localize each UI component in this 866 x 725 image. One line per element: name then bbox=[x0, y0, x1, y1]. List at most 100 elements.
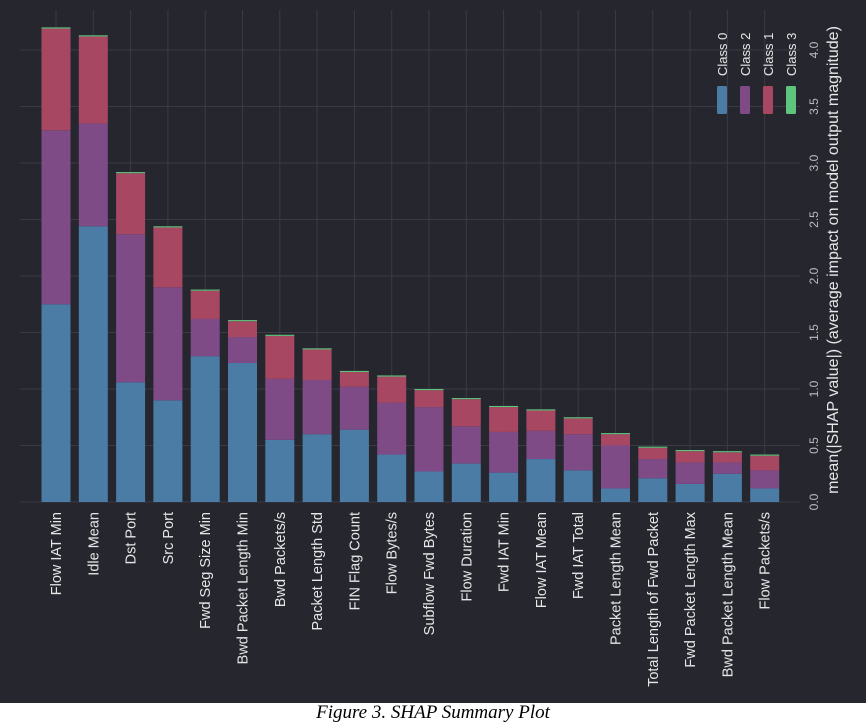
value-axis-ticks: 0.0 0.5 1.0 1.5 2.0 2.5 3.0 3.5 4.0 bbox=[807, 41, 821, 510]
category-label: Src Port bbox=[161, 512, 177, 564]
bar-segment-class-2 bbox=[377, 402, 407, 455]
bar-segment-class-0 bbox=[339, 429, 369, 502]
bar-segment-class-2 bbox=[563, 434, 593, 471]
bar-segment-class-3 bbox=[228, 320, 257, 322]
bar-segment-class-2 bbox=[526, 430, 556, 460]
category-label: Fwd Packet Length Max bbox=[683, 511, 699, 667]
bar-segment-class-1 bbox=[41, 28, 71, 131]
bar-segment-class-2 bbox=[302, 379, 332, 435]
bar-segment-class-2 bbox=[153, 287, 183, 401]
bar-segment-class-0 bbox=[601, 488, 630, 502]
category-label: Flow IAT Mean bbox=[534, 512, 550, 608]
value-tick-label: 4.0 bbox=[807, 41, 821, 58]
bar-segment-class-3 bbox=[116, 172, 146, 174]
figure-caption: Figure 3. SHAP Summary Plot bbox=[316, 702, 550, 723]
bar-segment-class-2 bbox=[750, 470, 780, 489]
legend-swatch bbox=[763, 86, 773, 114]
value-tick-label: 1.0 bbox=[807, 380, 821, 397]
bar-segment-class-0 bbox=[712, 473, 742, 502]
bar-segment-class-3 bbox=[41, 27, 71, 29]
bar-segment-class-3 bbox=[563, 417, 593, 419]
bar-segment-class-2 bbox=[41, 130, 71, 305]
category-label: Flow Duration bbox=[459, 512, 475, 601]
bar-segment-class-3 bbox=[153, 226, 183, 228]
value-tick-label: 0.0 bbox=[807, 493, 821, 510]
bar-stack-area bbox=[41, 27, 780, 502]
bar-segment-class-1 bbox=[190, 290, 220, 319]
legend-swatch bbox=[786, 86, 796, 114]
bar-segment-class-1 bbox=[526, 410, 556, 431]
legend: Class 0 Class 2 Class 1 Class 3 bbox=[715, 33, 799, 114]
bar-segment-class-1 bbox=[489, 407, 519, 432]
bar-segment-class-0 bbox=[638, 478, 668, 502]
legend-label: Class 1 bbox=[761, 33, 776, 76]
bar-segment-class-1 bbox=[414, 390, 444, 408]
bar-segment-class-0 bbox=[78, 226, 108, 502]
bar-segment-class-0 bbox=[414, 471, 444, 502]
bar-segment-class-1 bbox=[228, 321, 257, 338]
bar-segment-class-1 bbox=[116, 173, 146, 235]
bar-segment-class-1 bbox=[265, 335, 295, 379]
bar-segment-class-1 bbox=[601, 434, 630, 446]
bar-segment-class-3 bbox=[489, 405, 519, 408]
bar-segment-class-1 bbox=[750, 455, 780, 471]
bar-segment-class-3 bbox=[712, 451, 742, 453]
bar-segment-class-1 bbox=[153, 227, 183, 288]
bar-segment-class-0 bbox=[489, 472, 519, 502]
bar-segment-class-2 bbox=[601, 445, 630, 489]
value-tick-label: 3.0 bbox=[807, 154, 821, 171]
bar-segment-class-0 bbox=[265, 439, 295, 502]
bar-segment-class-3 bbox=[265, 334, 295, 336]
legend-swatch bbox=[740, 86, 750, 114]
bar-segment-class-1 bbox=[638, 447, 668, 460]
legend-swatch bbox=[717, 86, 727, 114]
bar-segment-class-2 bbox=[228, 337, 257, 364]
bar-segment-class-3 bbox=[750, 454, 780, 456]
value-tick-label: 0.5 bbox=[807, 437, 821, 454]
bar-segment-class-3 bbox=[78, 35, 108, 37]
category-label: Fwd IAT Min bbox=[497, 512, 513, 592]
bar-segment-class-2 bbox=[78, 123, 108, 227]
category-label: Bwd Packets/s bbox=[273, 512, 289, 607]
value-tick-label: 2.5 bbox=[807, 211, 821, 228]
bar-segment-class-3 bbox=[190, 289, 220, 291]
legend-label: Class 0 bbox=[715, 33, 730, 76]
bar-segment-class-0 bbox=[451, 463, 481, 502]
value-tick-label: 3.5 bbox=[807, 98, 821, 115]
bar-segment-class-0 bbox=[153, 400, 183, 502]
bar-segment-class-3 bbox=[414, 389, 444, 391]
bar-segment-class-0 bbox=[228, 363, 257, 502]
category-label: Packet Length Mean bbox=[609, 512, 625, 645]
bar-segment-class-0 bbox=[750, 488, 780, 502]
category-label: Fwd IAT Total bbox=[571, 512, 587, 599]
bar-segment-class-1 bbox=[302, 349, 332, 380]
bar-segment-class-3 bbox=[339, 370, 369, 373]
bar-segment-class-2 bbox=[414, 407, 444, 472]
category-label: Total Length of Fwd Packet bbox=[646, 512, 662, 687]
category-label: Bwd Packet Length Mean bbox=[720, 512, 736, 677]
bar-segment-class-3 bbox=[451, 398, 481, 400]
category-label: Subflow Fwd Bytes bbox=[422, 512, 438, 635]
bar-segment-class-1 bbox=[78, 36, 108, 124]
bar-segment-class-0 bbox=[675, 483, 705, 502]
category-label: Packet Length Std bbox=[310, 512, 326, 631]
bar-segment-class-2 bbox=[638, 459, 668, 479]
legend-label: Class 3 bbox=[784, 33, 799, 76]
shap-summary-chart: Flow IAT Min Idle Mean Dst Port Src Port Fwd… bbox=[0, 0, 866, 703]
legend-label: Class 2 bbox=[738, 33, 753, 76]
category-label: Flow Packets/s bbox=[758, 512, 774, 610]
bar-segment-class-1 bbox=[339, 372, 369, 387]
bar-segment-class-2 bbox=[190, 318, 220, 357]
category-label: Dst Port bbox=[124, 512, 140, 564]
bar-segment-class-1 bbox=[451, 399, 481, 427]
bar-segment-class-1 bbox=[712, 452, 742, 463]
category-label: Fwd Seg Size Min bbox=[198, 512, 214, 629]
bar-segment-class-3 bbox=[302, 348, 332, 350]
bar-segment-class-0 bbox=[116, 382, 146, 502]
category-label: Flow IAT Min bbox=[49, 512, 65, 595]
bar-segment-class-2 bbox=[116, 234, 146, 383]
bar-segment-class-0 bbox=[41, 304, 71, 502]
bar-segment-class-0 bbox=[563, 470, 593, 502]
bar-segment-class-0 bbox=[190, 356, 220, 502]
bar-segment-class-1 bbox=[563, 418, 593, 435]
